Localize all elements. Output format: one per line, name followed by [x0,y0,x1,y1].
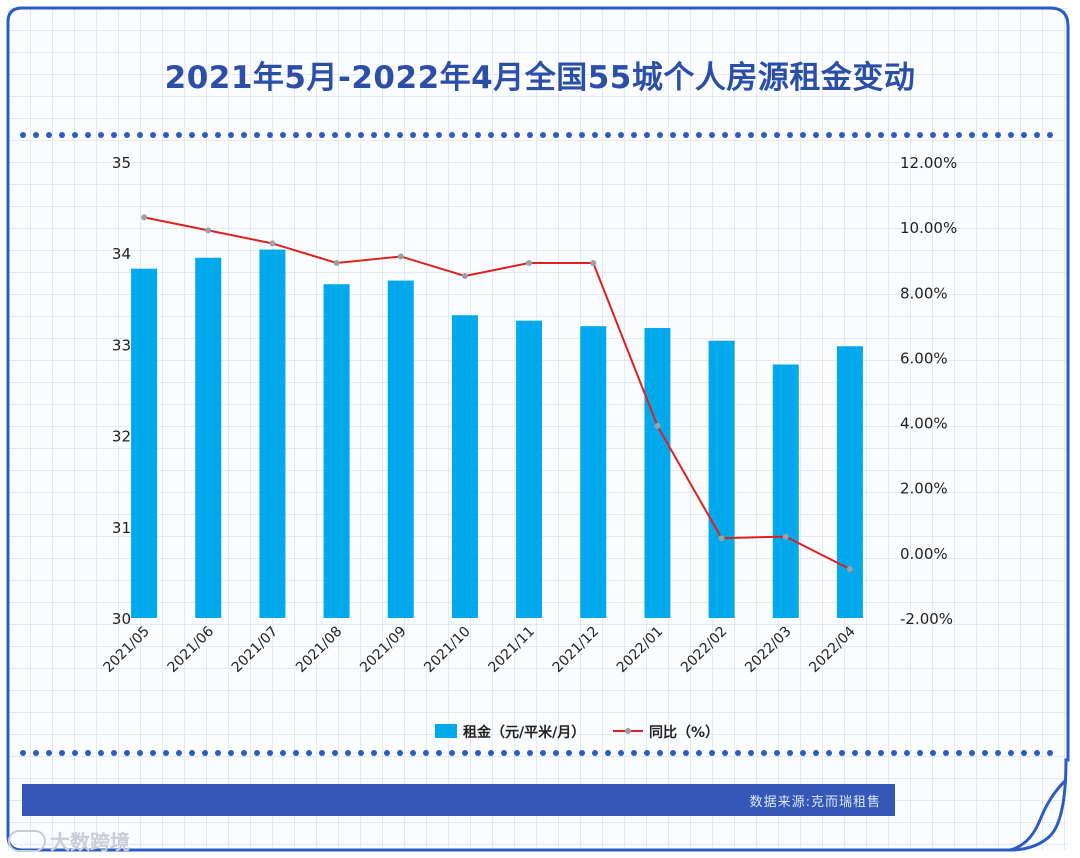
yoy-point [782,533,789,540]
rent-bar [323,284,350,618]
x-tick-label: 2022/04 [806,623,859,676]
left-tick-label: 31 [112,519,131,537]
rent-bar [516,320,543,618]
left-tick-label: 34 [112,245,131,263]
rent-bar [451,315,478,618]
yoy-point [526,259,533,266]
left-tick-label: 33 [112,336,131,354]
legend-bar-swatch [435,724,457,738]
x-tick-label: 2021/07 [229,624,281,676]
legend: 租金（元/平米/月） 同比（%） [435,724,719,741]
x-tick-label: 2021/06 [165,623,218,676]
left-tick-label: 35 [112,154,131,172]
yoy-point [654,422,661,429]
yoy-point [333,259,340,266]
rent-bar [131,268,158,618]
x-tick-label: 2021/09 [357,624,409,676]
watermark-text: 大数跨境 [50,830,130,854]
rent-bar [195,257,222,618]
yoy-point [461,273,468,279]
legend-line-label: 同比（%） [649,724,719,741]
yoy-point [269,240,276,247]
rent-bar [259,249,286,618]
yoy-line [141,214,853,573]
yoy-point [718,535,725,542]
legend-line-marker [625,728,631,734]
yoy-polyline [143,216,851,571]
x-tick-label: 2021/10 [421,624,473,676]
chart-title: 2021年5月-2022年4月全国55城个人房源租金变动 [164,60,916,96]
right-tick-label: -2.00% [900,610,953,628]
rent-bar [580,326,607,618]
right-tick-label: 8.00% [900,284,948,302]
left-axis-ticks: 30 31 32 33 34 35 [112,154,131,628]
left-tick-label: 32 [112,428,131,446]
right-tick-label: 2.00% [900,480,948,498]
x-tick-label: 2021/08 [293,624,345,676]
x-tick-label: 2022/01 [614,624,666,676]
bottom-dotted-divider [20,750,1060,756]
x-tick-label: 2021/11 [485,624,537,676]
watermark-logo-icon [8,829,46,852]
yoy-point [846,566,853,573]
source-label: 数据来源:克而瑞租售 [749,795,881,810]
yoy-point [397,253,404,260]
rent-bar [772,364,799,618]
rent-bar [836,346,863,618]
yoy-point [205,227,212,234]
top-dotted-divider [20,132,1060,138]
yoy-point [590,259,597,266]
x-axis-ticks: 2021/05 2021/06 2021/07 2021/08 2021/09 2021/… [100,623,858,676]
x-tick-label: 2022/02 [678,624,730,676]
right-tick-label: 4.00% [900,415,948,433]
rent-bar [708,340,735,618]
rent-bar [387,280,414,618]
right-tick-label: 12.00% [900,154,957,172]
rent-bar [644,327,671,618]
right-tick-label: 6.00% [900,349,948,367]
rent-bars [131,249,863,618]
watermark: 大数跨境 [8,826,130,855]
x-tick-label: 2021/05 [100,624,152,676]
left-tick-label: 30 [112,610,131,628]
right-axis-ticks: -2.00% 0.00% 2.00% 4.00% 6.00% 8.00% 10.00% 12.… [900,154,957,628]
right-tick-label: 10.00% [900,219,957,237]
x-tick-label: 2022/03 [742,624,794,676]
right-tick-label: 0.00% [900,545,948,563]
legend-bar-label: 租金（元/平米/月） [463,724,585,741]
x-tick-label: 2021/12 [550,624,602,676]
yoy-point [141,214,148,221]
source-band: 数据来源:克而瑞租售 [22,784,895,816]
